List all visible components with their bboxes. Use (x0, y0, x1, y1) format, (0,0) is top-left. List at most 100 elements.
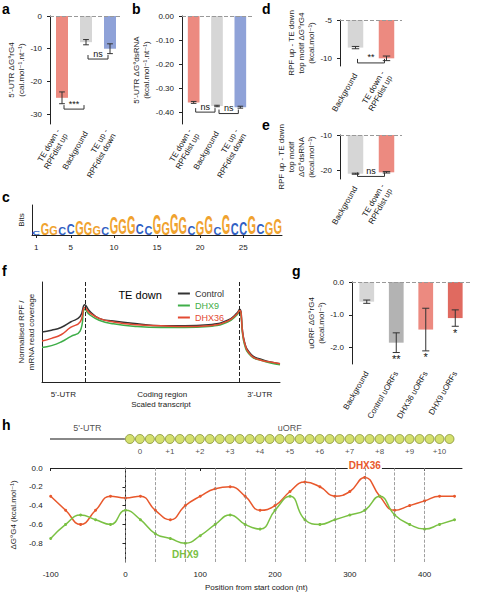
svg-text:d: d (262, 1, 271, 17)
svg-text:+6: +6 (315, 447, 325, 456)
svg-text:top motif: top motif (287, 141, 296, 172)
svg-text:C: C (101, 225, 109, 237)
svg-text:C: C (231, 220, 239, 239)
svg-text:g: g (292, 263, 301, 279)
svg-text:-0.2: -0.2 (29, 482, 43, 491)
svg-text:C: C (58, 225, 66, 237)
svg-text:uORF: uORF (278, 423, 303, 433)
svg-text:(kcal.mol⁻¹): (kcal.mol⁻¹) (307, 22, 316, 64)
svg-text:ns: ns (366, 166, 376, 176)
svg-text:0: 0 (138, 447, 143, 456)
svg-text:G: G (222, 209, 230, 241)
svg-text:1: 1 (34, 243, 39, 252)
svg-text:+8: +8 (375, 447, 385, 456)
svg-text:400: 400 (418, 570, 432, 579)
svg-text:G: G (118, 214, 126, 239)
svg-text:RPFdist down: RPFdist down (215, 132, 248, 180)
svg-text:RPF up - TE down: RPF up - TE down (287, 10, 296, 76)
svg-text:3'-UTR: 3'-UTR (247, 390, 272, 399)
svg-text:(kcal.mol⁻¹.nt⁻¹): (kcal.mol⁻¹.nt⁻¹) (142, 41, 151, 99)
svg-text:0: 0 (123, 570, 128, 579)
svg-text:5'-UTR ΔG°dsRNA: 5'-UTR ΔG°dsRNA (132, 36, 141, 104)
svg-text:-0.4: -0.4 (29, 501, 43, 510)
svg-text:G: G (273, 214, 281, 239)
svg-text:G: G (49, 224, 58, 237)
svg-text:RPFdist up: RPFdist up (367, 187, 395, 226)
svg-text:+2: +2 (195, 447, 205, 456)
svg-text:G: G (196, 216, 204, 238)
svg-text:0.00: 0.00 (158, 12, 174, 21)
svg-text:b: b (132, 1, 141, 17)
svg-text:-0.10: -0.10 (156, 36, 175, 45)
svg-text:ΔG°dsRNA: ΔG°dsRNA (297, 136, 306, 177)
svg-text:Background: Background (330, 72, 359, 113)
svg-text:f: f (2, 263, 7, 279)
svg-text:e: e (262, 117, 270, 133)
svg-text:-20: -20 (320, 166, 332, 175)
svg-text:-1.0: -1.0 (330, 310, 344, 319)
svg-text:200: 200 (268, 570, 282, 579)
svg-text:***: *** (69, 99, 80, 109)
svg-text:G: G (153, 209, 161, 241)
svg-text:G: G (265, 218, 273, 239)
svg-text:0: 0 (38, 12, 43, 21)
svg-text:-10: -10 (320, 131, 332, 140)
svg-text:(kcal.mol⁻¹): (kcal.mol⁻¹) (317, 302, 326, 344)
svg-text:0.0: 0.0 (32, 464, 44, 473)
svg-text:G: G (92, 224, 101, 237)
svg-text:G: G (75, 216, 83, 238)
svg-text:G: G (179, 212, 187, 239)
svg-text:-10: -10 (30, 44, 42, 53)
svg-text:5'-UTR: 5'-UTR (51, 390, 76, 399)
svg-text:Coding region: Coding region (137, 390, 187, 399)
svg-text:Background: Background (192, 130, 221, 171)
svg-text:RPF up - TE down: RPF up - TE down (277, 124, 286, 190)
svg-text:G: G (161, 218, 169, 239)
svg-text:G: G (170, 206, 178, 241)
svg-text:C: C (257, 222, 265, 238)
svg-text:20: 20 (196, 243, 205, 252)
svg-text:Control: Control (195, 289, 224, 299)
svg-text:5'-UTR ΔG°rG4: 5'-UTR ΔG°rG4 (7, 42, 16, 98)
svg-text:top motif ΔG°rG4: top motif ΔG°rG4 (297, 12, 306, 74)
svg-text:5'-UTR: 5'-UTR (73, 423, 102, 433)
svg-text:a: a (2, 1, 10, 17)
svg-text:-0.8: -0.8 (29, 539, 43, 548)
svg-text:-2.0: -2.0 (330, 343, 344, 352)
svg-text:uORF ΔG°rG4: uORF ΔG°rG4 (307, 297, 316, 349)
svg-text:5: 5 (69, 243, 74, 252)
svg-text:-5: -5 (325, 16, 333, 25)
svg-text:G: G (84, 218, 92, 239)
svg-text:-10: -10 (320, 54, 332, 63)
svg-text:C: C (213, 225, 221, 237)
svg-text:+5: +5 (285, 447, 295, 456)
svg-text:mRNA read coverage: mRNA read coverage (27, 293, 36, 370)
svg-text:*: * (424, 351, 429, 363)
svg-text:ns: ns (224, 103, 234, 113)
svg-text:-0.40: -0.40 (156, 108, 175, 117)
svg-text:C: C (136, 222, 144, 238)
svg-text:DHX36: DHX36 (195, 313, 224, 323)
svg-text:+1: +1 (165, 447, 175, 456)
svg-text:-30: -30 (30, 110, 42, 119)
svg-text:TE down: TE down (118, 289, 161, 301)
svg-text:**: ** (367, 52, 375, 62)
svg-text:(kcal.mol⁻¹): (kcal.mol⁻¹) (307, 136, 316, 178)
svg-text:-20: -20 (30, 77, 42, 86)
svg-text:+9: +9 (405, 447, 415, 456)
svg-text:G: G (41, 220, 49, 239)
svg-text:+4: +4 (255, 447, 265, 456)
svg-text:C: C (188, 224, 197, 237)
svg-text:DHX9 uORFs: DHX9 uORFs (427, 370, 459, 417)
svg-text:*: * (453, 327, 458, 339)
svg-text:G: G (110, 212, 118, 239)
svg-text:Position from start codon (nt): Position from start codon (nt) (205, 583, 308, 592)
svg-text:ns: ns (201, 102, 211, 112)
svg-text:h: h (2, 417, 11, 433)
svg-text:C: C (32, 229, 41, 236)
svg-text:DHX36 uORFs: DHX36 uORFs (395, 370, 429, 421)
svg-text:+7: +7 (345, 447, 355, 456)
svg-text:c: c (2, 189, 10, 205)
svg-text:ΔG°G4 (kcal.mol⁻¹): ΔG°G4 (kcal.mol⁻¹) (9, 480, 18, 550)
svg-text:ns: ns (93, 49, 103, 59)
